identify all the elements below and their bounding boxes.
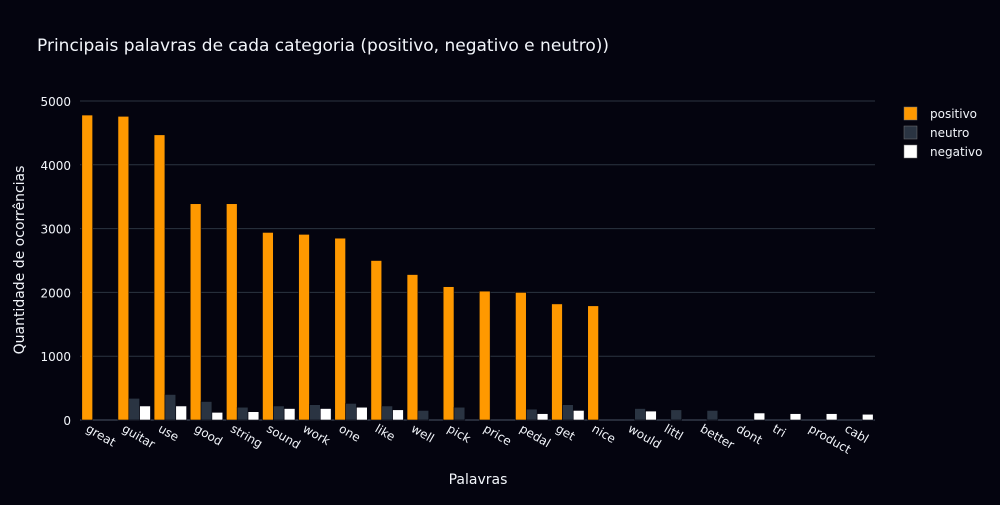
legend-item-positivo[interactable]: positivo	[903, 106, 977, 121]
x-tick-label: pedal	[517, 421, 553, 450]
legend-swatch	[903, 125, 918, 140]
bar-negativo-pedal[interactable]	[536, 413, 549, 421]
bar-positivo-nice[interactable]	[587, 305, 599, 421]
bar-negativo-sound[interactable]	[283, 408, 296, 421]
bar-neutro-good[interactable]	[200, 401, 213, 421]
bar-positivo-work[interactable]	[298, 234, 310, 421]
y-tick-label: 1000	[40, 350, 71, 364]
bar-negativo-cabl[interactable]	[862, 413, 874, 421]
x-tick-label: sound	[264, 421, 303, 451]
legend-label: negativo	[930, 145, 982, 159]
x-tick-label: one	[337, 421, 363, 444]
bars	[81, 114, 874, 421]
x-tick-label: pick	[445, 421, 473, 445]
bar-positivo-pedal[interactable]	[515, 292, 527, 421]
bar-neutro-work[interactable]	[309, 404, 321, 421]
bar-neutro-better[interactable]	[706, 410, 719, 421]
bar-neutro-sound[interactable]	[273, 405, 285, 421]
bar-negativo-use[interactable]	[175, 405, 187, 421]
x-tick-label: like	[373, 421, 398, 443]
bar-neutro-well[interactable]	[417, 410, 430, 421]
y-tick-label: 5000	[40, 95, 71, 109]
bar-positivo-one[interactable]	[334, 237, 346, 421]
bar-negativo-string[interactable]	[247, 411, 260, 421]
bar-positivo-great[interactable]	[81, 114, 93, 421]
x-tick-label: would	[626, 421, 664, 451]
bar-neutro-string[interactable]	[236, 406, 249, 421]
bar-negativo-product[interactable]	[825, 413, 838, 421]
legend-label: neutro	[930, 126, 969, 140]
bar-positivo-guitar[interactable]	[117, 116, 130, 421]
bar-negativo-guitar[interactable]	[139, 405, 151, 421]
bar-neutro-get[interactable]	[562, 404, 574, 421]
x-tick-label: guitar	[120, 421, 158, 451]
y-axis-ticks: 0 1000 2000 3000 4000 5000	[40, 95, 71, 428]
x-tick-label: dont	[734, 421, 765, 447]
y-tick-label: 4000	[40, 159, 71, 173]
bar-positivo-price[interactable]	[479, 290, 491, 421]
x-tick-label: get	[553, 421, 577, 443]
bar-neutro-littl[interactable]	[670, 409, 682, 421]
legend-item-negativo[interactable]: negativo	[903, 144, 982, 159]
legend-swatch	[903, 144, 918, 159]
bar-positivo-string[interactable]	[226, 203, 238, 421]
y-axis-label: Quantidade de ocorrências	[12, 166, 28, 355]
y-tick-label: 3000	[40, 223, 71, 237]
bar-neutro-use[interactable]	[164, 394, 177, 421]
bar-positivo-good[interactable]	[189, 203, 202, 421]
x-tick-label: tri	[770, 421, 788, 440]
x-tick-label: price	[481, 421, 514, 448]
x-tick-label: use	[156, 421, 181, 444]
bar-negativo-good[interactable]	[211, 412, 224, 421]
bar-positivo-pick[interactable]	[442, 286, 455, 421]
x-tick-label: work	[300, 421, 332, 448]
legend-label: positivo	[930, 107, 977, 121]
x-tick-label: nice	[589, 421, 618, 446]
y-tick-label: 0	[63, 414, 71, 428]
x-tick-label: great	[84, 421, 119, 449]
legend-swatch	[903, 106, 918, 121]
y-tick-label: 2000	[40, 286, 71, 300]
bar-neutro-one[interactable]	[345, 403, 357, 421]
chart-title: Principais palavras de cada categoria (p…	[37, 36, 609, 56]
x-tick-label: well	[409, 421, 437, 445]
bar-neutro-pedal[interactable]	[525, 408, 538, 421]
x-axis-label: Palavras	[449, 472, 508, 488]
bar-negativo-get[interactable]	[572, 410, 585, 421]
x-tick-label: littl	[662, 421, 686, 443]
bar-positivo-like[interactable]	[370, 260, 383, 421]
legend-item-neutro[interactable]: neutro	[903, 125, 969, 140]
bar-negativo-like[interactable]	[392, 409, 404, 421]
bar-negativo-tri[interactable]	[789, 413, 802, 421]
bar-positivo-sound[interactable]	[262, 232, 274, 421]
bar-negativo-one[interactable]	[356, 406, 368, 421]
bar-positivo-use[interactable]	[153, 134, 166, 421]
x-tick-label: string	[228, 421, 265, 450]
x-tick-label: better	[698, 421, 737, 452]
bar-positivo-get[interactable]	[551, 303, 563, 421]
x-tick-label: good	[192, 421, 225, 448]
bar-neutro-guitar[interactable]	[128, 398, 140, 421]
bar-neutro-like[interactable]	[381, 405, 393, 421]
bar-negativo-would[interactable]	[645, 410, 657, 421]
bar-negativo-dont[interactable]	[753, 412, 766, 421]
bar-neutro-would[interactable]	[634, 408, 646, 421]
bar-negativo-work[interactable]	[320, 408, 332, 421]
legend[interactable]: positivo neutro negativo	[903, 106, 982, 159]
bar-positivo-well[interactable]	[406, 274, 419, 421]
bar-neutro-pick[interactable]	[453, 406, 466, 421]
